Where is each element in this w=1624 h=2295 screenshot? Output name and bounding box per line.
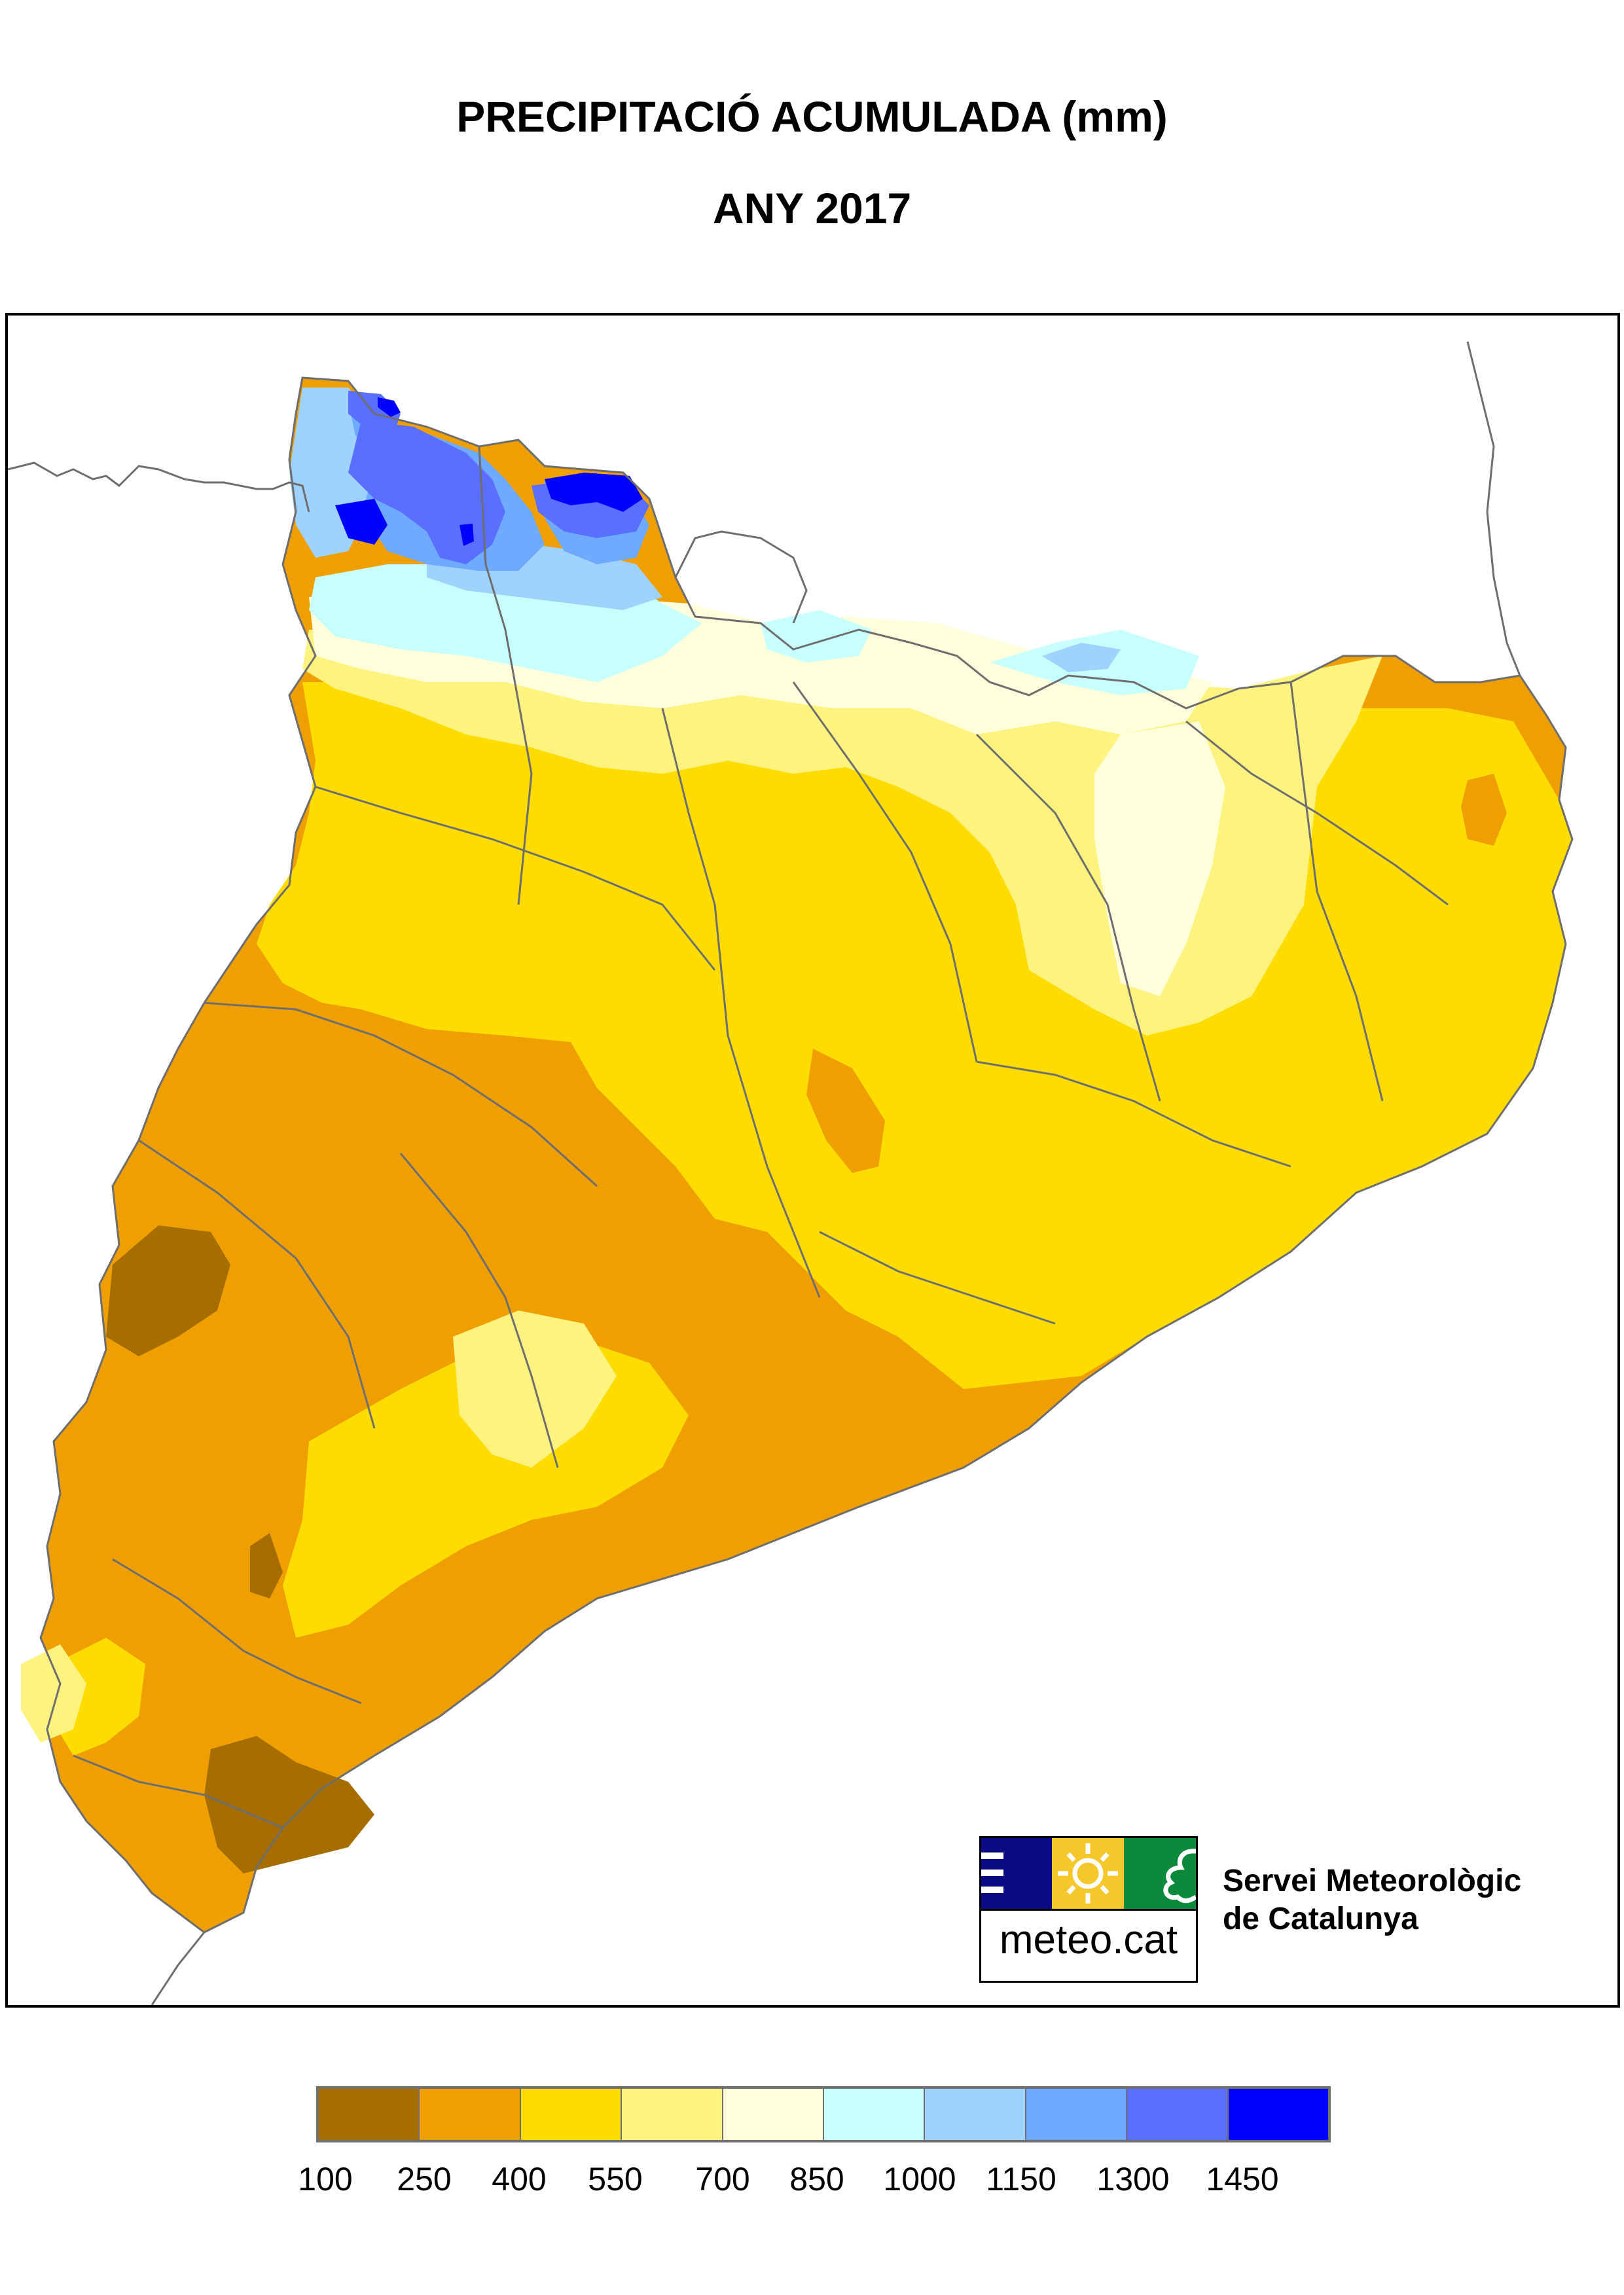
comarca-2 — [315, 786, 716, 971]
region-250-400-bages — [806, 1049, 885, 1173]
meteo-cat-logo: meteo.cat — [979, 1836, 1198, 1983]
legend-swatch-850 — [824, 2089, 926, 2140]
legend-swatch-1000 — [925, 2089, 1026, 2140]
wave-icon — [981, 1852, 1003, 1859]
precipitation-heatmap — [8, 341, 1574, 2005]
org-name-line-2: de Catalunya — [1223, 1902, 1418, 1936]
wave-icon-line-2 — [981, 1870, 1003, 1876]
legend-tick: 550 — [588, 2161, 643, 2197]
map-subtitle-year: ANY 2017 — [712, 184, 912, 232]
region-1450-plus-north — [378, 397, 401, 417]
region-850-1000-cerdanya — [761, 610, 872, 662]
comarca-4 — [661, 708, 821, 1298]
sun-icon — [1058, 1843, 1118, 1904]
legend-swatch-700 — [723, 2089, 825, 2140]
color-legend — [316, 2086, 1331, 2142]
comarca-7 — [1185, 720, 1449, 906]
comarca-3 — [204, 1002, 598, 1187]
region-1450-plus-ribagorca — [460, 524, 474, 546]
region-100-250-west — [106, 1225, 230, 1356]
legend-swatch-400 — [520, 2089, 623, 2140]
catalonia-outline — [39, 376, 1574, 1934]
org-name-line-1: Servei Meteorològic — [1223, 1864, 1522, 1898]
legend-tick: 1000 — [883, 2161, 956, 2197]
legend-swatch-1300 — [1127, 2089, 1229, 2140]
comarca-1 — [478, 446, 533, 905]
legend-swatch-250 — [420, 2089, 521, 2140]
legend-tick: 1150 — [986, 2161, 1056, 2197]
cloud-icon — [1163, 1849, 1196, 1904]
legend-tick: 100 — [298, 2161, 353, 2197]
organization-name: Servei Meteorològic de Catalunya — [1223, 1862, 1521, 1938]
legend-tick-labels: 100 250 400 550 700 850 1000 1150 1300 1… — [0, 2160, 1624, 2199]
south-coastline — [151, 1932, 206, 2005]
logo-green-panel — [1124, 1838, 1196, 1909]
comarca-9 — [399, 1153, 559, 1468]
comarca-12 — [73, 1754, 283, 1829]
legend-tick: 1450 — [1206, 2161, 1279, 2197]
legend-swatch-1150 — [1026, 2089, 1128, 2140]
legend-swatch-550 — [622, 2089, 723, 2140]
comarca-11 — [112, 1558, 362, 1705]
region-550-700-terra-alta — [21, 1644, 86, 1743]
logo-brand-text: meteo.cat — [999, 1917, 1178, 1962]
legend-tick: 700 — [695, 2161, 750, 2197]
wave-icon-line-3 — [981, 1887, 1003, 1893]
comarca-10 — [138, 1139, 376, 1429]
comarca-5 — [792, 681, 978, 1062]
region-700-850-solsones — [1094, 721, 1225, 996]
region-1450-plus-aran — [335, 499, 388, 545]
region-400-550-southwest — [54, 1638, 145, 1756]
comarca-6 — [975, 733, 1161, 1102]
legend-tick: 850 — [789, 2161, 844, 2197]
east-france-border — [1466, 341, 1521, 676]
borders — [8, 341, 1574, 2005]
precipitation-map — [5, 313, 1620, 2008]
legend-swatch-100 — [319, 2089, 420, 2140]
logo-divider — [981, 1909, 1196, 1911]
logo-icon-strip — [981, 1838, 1196, 1909]
legend-tick: 400 — [492, 2161, 547, 2197]
legend-tick: 1300 — [1096, 2161, 1170, 2197]
region-250-400-girona — [1461, 774, 1507, 846]
region-100-250-inland — [250, 1533, 283, 1599]
region-100-250-delta — [204, 1736, 374, 1873]
legend-swatch-1450 — [1228, 2089, 1329, 2140]
comarca-8 — [1290, 681, 1384, 1102]
map-title: PRECIPITACIÓ ACUMULADA (mm) — [456, 92, 1168, 141]
comarca-13 — [819, 1231, 1056, 1325]
france-border — [8, 461, 310, 513]
legend-tick: 250 — [397, 2161, 452, 2197]
region-1000-1150-ripolles — [1042, 643, 1121, 672]
comarca-14 — [976, 1060, 1291, 1168]
region-1450-plus-pallars — [545, 473, 643, 512]
andorra-border — [674, 530, 808, 624]
